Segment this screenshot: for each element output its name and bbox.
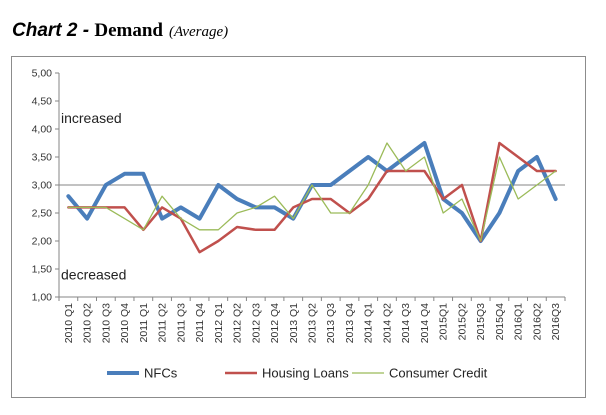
x-tick-label: 2016Q1 [513, 303, 525, 341]
y-tick-label: 5,00 [32, 68, 53, 80]
y-tick-label: 3,00 [32, 180, 53, 192]
chart-main-title: Demand [94, 20, 163, 41]
series-line-consumer-credit [67, 142, 557, 242]
x-tick-label: 2011 Q2 [157, 303, 169, 343]
chart-number-label: Chart 2 - [12, 20, 95, 41]
x-tick-label: 2014 Q1 [363, 303, 375, 343]
x-tick-label: 2013 Q3 [325, 303, 337, 343]
x-tick-label: 2012 Q4 [269, 303, 281, 343]
x-tick-label: 2012 Q2 [232, 303, 244, 343]
x-tick-label: 2015Q3 [475, 303, 487, 341]
legend-label: NFCs [144, 366, 178, 381]
legend-label: Consumer Credit [389, 366, 488, 381]
y-tick-label: 2,50 [32, 208, 53, 220]
annotation-increased: increased [61, 110, 122, 126]
y-tick-label: 2,00 [32, 236, 53, 248]
x-tick-label: 2014 Q4 [419, 303, 431, 343]
x-tick-label: 2016Q3 [550, 303, 562, 341]
line-chart: 1,00 1,50 2,00 2,50 3,00 3,50 4,00 4,50 5,00 201… [32, 68, 566, 381]
x-tick-label: 2010 Q3 [100, 303, 112, 343]
x-tick-label: 2015Q2 [456, 303, 468, 341]
y-tick-label: 4,50 [32, 96, 53, 108]
legend-label: Housing Loans [262, 366, 349, 381]
y-tick-label: 4,00 [32, 124, 53, 136]
series-lines [66, 141, 558, 254]
x-tick-label: 2012 Q3 [250, 303, 262, 343]
x-tick-label: 2010 Q4 [119, 303, 131, 343]
x-tick-label: 2014 Q2 [381, 303, 393, 343]
x-tick-label: 2014 Q3 [400, 303, 412, 343]
chart-frame: 1,00 1,50 2,00 2,50 3,00 3,50 4,00 4,50 5,00 201… [11, 56, 586, 398]
x-tick-label: 2015Q1 [438, 303, 450, 341]
x-tick-label: 2010 Q1 [63, 303, 75, 343]
chart-subtitle: (Average) [168, 24, 229, 40]
legend: NFCs Housing Loans Consumer Credit [107, 366, 488, 381]
x-tick-label: 2013 Q2 [307, 303, 319, 343]
x-tick-label: 2013 Q1 [288, 303, 300, 343]
x-tick-label: 2012 Q1 [213, 303, 225, 343]
x-tick-label: 2010 Q2 [82, 303, 94, 343]
x-tick-label: 2011 Q4 [194, 303, 206, 343]
x-tick-label: 2015Q4 [494, 303, 506, 341]
chart-title: Chart 2 - Demand (Average) [12, 20, 228, 46]
y-tick-label: 1,00 [32, 292, 53, 304]
x-tick-label: 2013 Q4 [344, 303, 356, 343]
x-tick-label: 2011 Q3 [175, 303, 187, 343]
annotation-decreased: decreased [61, 267, 126, 283]
series-line-housing-loans [67, 141, 557, 254]
y-tick-label: 3,50 [32, 152, 53, 164]
y-axis-tick-labels: 1,00 1,50 2,00 2,50 3,00 3,50 4,00 4,50 5,00 [32, 68, 53, 304]
y-tick-label: 1,50 [32, 264, 53, 276]
x-axis-tick-labels: 2010 Q1 2010 Q2 2010 Q3 2010 Q4 2011 Q1 2011 … [63, 303, 562, 343]
annotations: increased decreased [61, 110, 126, 283]
x-tick-label: 2016Q2 [531, 303, 543, 341]
x-tick-label: 2011 Q1 [138, 303, 150, 343]
